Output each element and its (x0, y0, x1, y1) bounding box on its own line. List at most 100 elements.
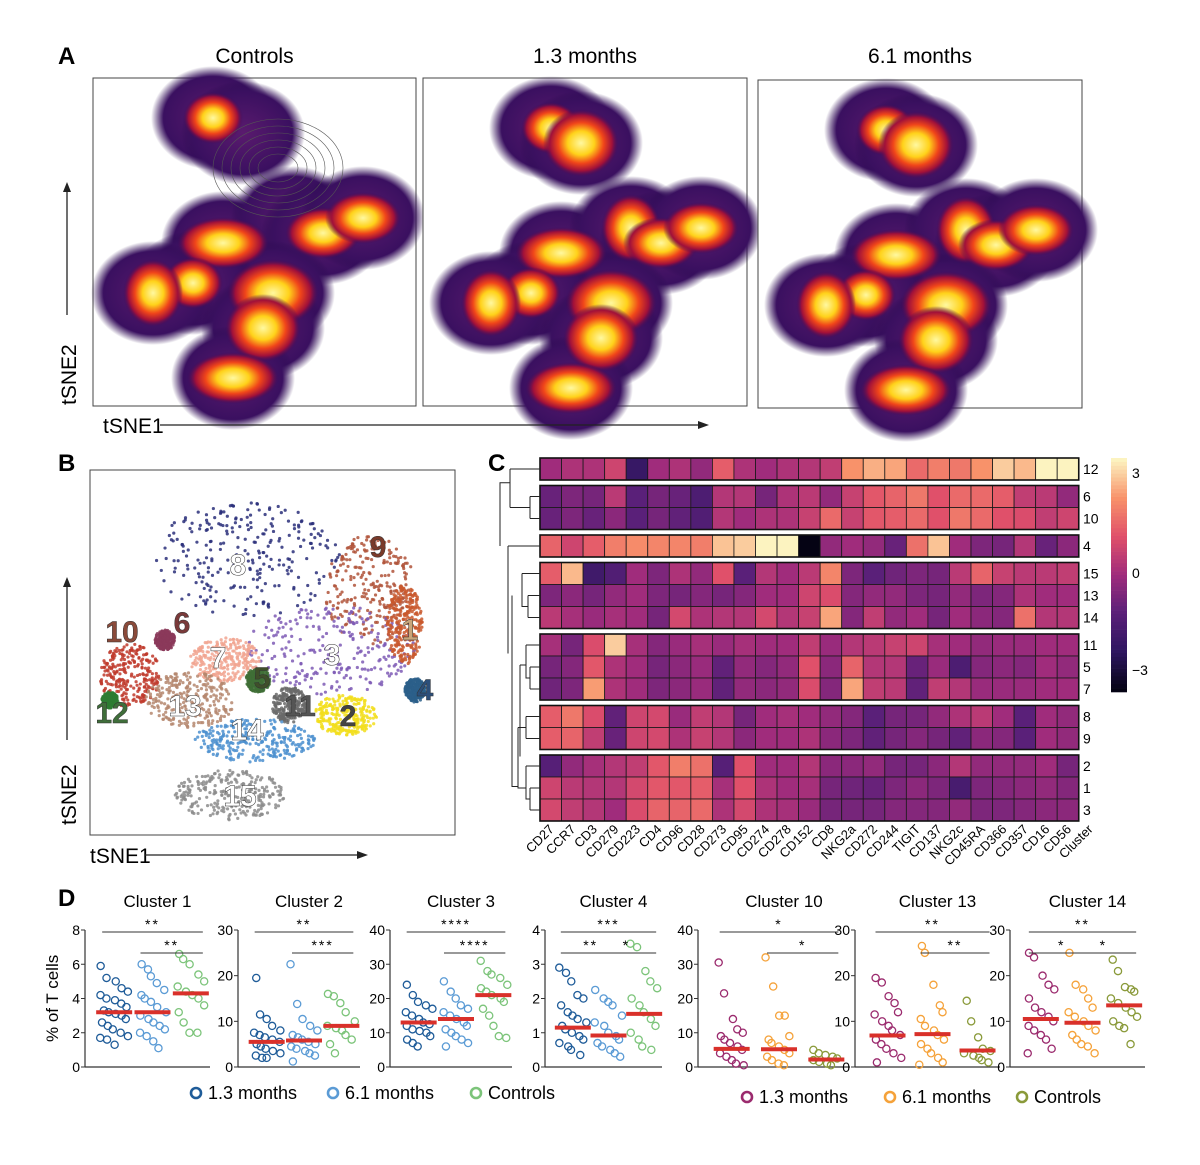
data-point (1091, 1026, 1100, 1035)
cell-point (212, 703, 217, 707)
cell-point (323, 703, 328, 707)
heatmap-cell (1056, 798, 1080, 822)
cell-point (109, 649, 113, 653)
data-point (647, 1045, 656, 1055)
heatmap-cell (970, 655, 993, 679)
cell-point (361, 560, 365, 564)
cell-point (104, 693, 109, 697)
cell-point (155, 680, 160, 685)
cell-point (202, 561, 206, 565)
cell-point (299, 615, 303, 620)
heatmap-cell (841, 655, 864, 679)
cell-point (128, 661, 133, 665)
significance-stars: ** (583, 937, 598, 953)
cell-point (369, 681, 373, 685)
cell-point (373, 541, 377, 545)
cell-point (241, 644, 246, 648)
cell-point (390, 630, 394, 634)
cell-point (389, 646, 393, 651)
heatmap-cell (733, 798, 756, 822)
cell-point (231, 637, 235, 641)
cell-point (335, 680, 339, 684)
cell-point (138, 682, 142, 686)
cell-point (169, 590, 173, 594)
significance-stars: ** (925, 916, 940, 932)
cell-point (183, 672, 187, 676)
cell-point (198, 679, 202, 683)
cell-point (303, 678, 307, 682)
cell-point (265, 811, 270, 815)
colorbar-segment (1111, 645, 1127, 650)
cell-point (417, 645, 421, 649)
cell-point (221, 732, 226, 736)
heatmap-cell (712, 606, 735, 629)
cell-point (157, 714, 161, 718)
heatmap-cell (884, 798, 907, 822)
heatmap-cell (1056, 677, 1080, 701)
data-point (142, 1031, 151, 1041)
cell-point (178, 679, 183, 683)
heatmap-cell (561, 534, 584, 558)
heatmap-cell (690, 457, 713, 481)
cell-point (257, 508, 261, 512)
cell-point (283, 508, 287, 512)
cell-point (353, 565, 357, 569)
density-hotspot (123, 259, 183, 327)
heatmap-cell (733, 776, 756, 800)
colorbar-segment (1111, 516, 1127, 521)
cell-point (389, 591, 393, 595)
cell-point (352, 575, 356, 580)
data-point (573, 1014, 582, 1024)
heatmap-cell (755, 457, 778, 481)
cell-point (247, 673, 251, 678)
data-point (325, 1039, 335, 1049)
cell-point (302, 600, 306, 605)
data-point (555, 963, 564, 972)
cell-point (244, 640, 248, 645)
heatmap-cell (819, 727, 843, 750)
heatmap-cell (625, 705, 649, 728)
cell-point (139, 659, 143, 663)
cell-point (414, 597, 419, 601)
cell-point (343, 623, 348, 627)
significance-stars: ** (297, 916, 312, 932)
cell-point (276, 702, 280, 706)
cell-point (359, 713, 364, 717)
cell-point (258, 798, 263, 803)
cell-point (290, 659, 295, 663)
heatmap-cell (561, 655, 584, 679)
density-hotspot (796, 271, 856, 339)
cell-point (206, 566, 211, 570)
heatmap-cell (970, 633, 993, 657)
cell-point (270, 656, 274, 661)
heatmap-cell (1056, 562, 1080, 585)
heatmap-cell (733, 655, 756, 679)
cell-point (393, 583, 397, 588)
legend-item-label: 6.1 months (902, 1087, 991, 1107)
cell-point (364, 577, 368, 581)
legend-marker-icon (189, 1086, 203, 1100)
cell-point (334, 574, 339, 578)
heatmap-cell (949, 507, 972, 530)
data-point (1068, 1030, 1077, 1040)
cell-point (375, 579, 379, 583)
cell-point (349, 687, 353, 691)
cell-point (366, 608, 370, 613)
cell-point (105, 661, 110, 666)
colorbar-segment (1111, 684, 1127, 689)
cell-point (269, 722, 273, 726)
data-point (193, 1028, 202, 1038)
cell-point (260, 653, 264, 657)
cell-point (272, 634, 276, 638)
heatmap-cell (1035, 776, 1058, 800)
cell-point (157, 699, 161, 703)
cell-point (391, 569, 395, 573)
data-point (567, 977, 576, 986)
data-point (579, 994, 588, 1003)
density-hotspot (461, 269, 521, 337)
cell-point (386, 619, 390, 623)
colorbar-tick-2: −3 (1132, 662, 1148, 678)
cell-point (309, 532, 313, 536)
heatmap-cell (992, 776, 1015, 800)
cell-point (145, 652, 149, 656)
